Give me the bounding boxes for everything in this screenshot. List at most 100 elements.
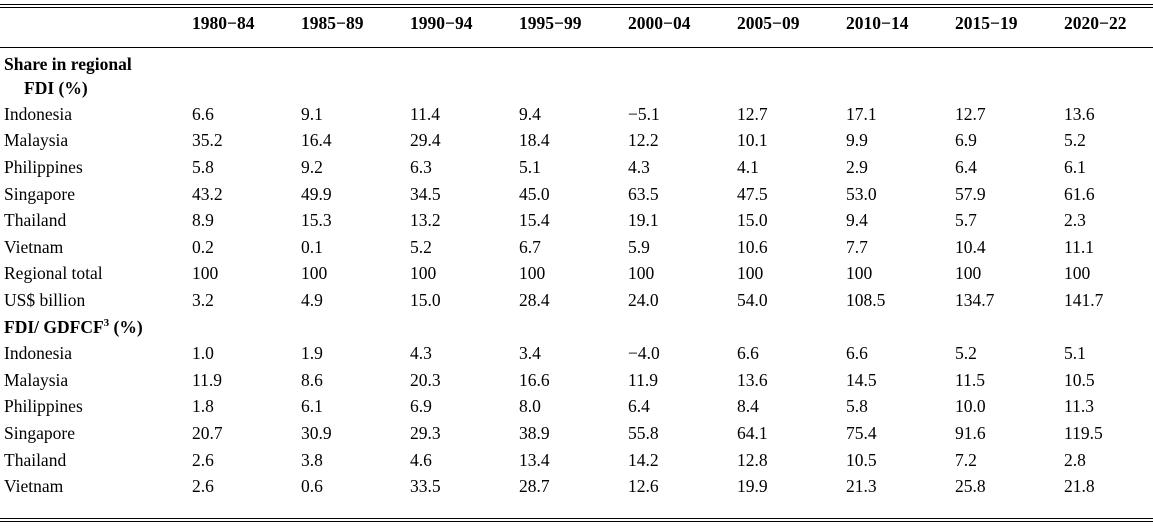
table-row: Indonesia 1.0 1.9 4.3 3.4 −4.0 6.6 6.6 5.2 5.1 bbox=[0, 340, 1153, 367]
cell-value: 11.9 bbox=[192, 369, 222, 390]
cell-value: 5.9 bbox=[628, 236, 650, 257]
cell-value: 4.3 bbox=[628, 156, 650, 177]
cell-value: 7.2 bbox=[955, 449, 977, 470]
cell-value: 12.8 bbox=[737, 449, 768, 470]
cell-value: 0.2 bbox=[192, 236, 214, 257]
cell-value: 5.7 bbox=[955, 210, 977, 231]
cell-value: 2.6 bbox=[192, 476, 214, 497]
cell-value: 24.0 bbox=[628, 289, 659, 310]
cell-value: 5.8 bbox=[192, 156, 214, 177]
cell-value: 53.0 bbox=[846, 183, 877, 204]
cell-value: 6.1 bbox=[301, 396, 323, 417]
section-title-line-1: Share in regional bbox=[4, 54, 132, 74]
cell-value: 100 bbox=[301, 263, 328, 284]
cell-value: 14.5 bbox=[846, 369, 877, 390]
stub-header bbox=[0, 0, 192, 47]
cell-value: 63.5 bbox=[628, 183, 659, 204]
cell-value: 2.6 bbox=[192, 449, 214, 470]
row-label: Singapore bbox=[4, 422, 75, 443]
cell-value: 100 bbox=[846, 263, 873, 284]
row-label: Philippines bbox=[4, 396, 83, 417]
row-label: Vietnam bbox=[4, 236, 64, 257]
cell-value: 12.6 bbox=[628, 476, 659, 497]
table-row: Philippines 1.8 6.1 6.9 8.0 6.4 8.4 5.8 10.0 11.3 bbox=[0, 394, 1153, 421]
column-header: 1990−94 bbox=[410, 13, 473, 33]
cell-value: 100 bbox=[737, 263, 764, 284]
cell-value: 16.4 bbox=[301, 130, 332, 151]
cell-value: 12.7 bbox=[737, 103, 768, 124]
cell-value: 11.5 bbox=[955, 369, 985, 390]
cell-value: 29.3 bbox=[410, 422, 441, 443]
cell-value: 12.7 bbox=[955, 103, 986, 124]
cell-value: 6.9 bbox=[955, 130, 977, 151]
section-title-unit: (%) bbox=[109, 316, 143, 337]
top-rule-1 bbox=[0, 4, 1153, 5]
bottom-rule-1 bbox=[0, 518, 1153, 519]
row-label: Vietnam bbox=[4, 476, 64, 497]
row-label: Singapore bbox=[4, 183, 75, 204]
cell-value: 1.0 bbox=[192, 343, 214, 364]
cell-value: 13.6 bbox=[1064, 103, 1095, 124]
cell-value: 100 bbox=[410, 263, 437, 284]
cell-value: 5.2 bbox=[1064, 130, 1086, 151]
cell-value: 1.9 bbox=[301, 343, 323, 364]
section-title-line-2: FDI (%) bbox=[24, 77, 88, 98]
header-row: 1980−84 1985−89 1990−94 1995−99 2000−04 … bbox=[0, 0, 1153, 47]
cell-value: 100 bbox=[1064, 263, 1091, 284]
cell-value: 8.9 bbox=[192, 210, 214, 231]
cell-value: 10.6 bbox=[737, 236, 768, 257]
top-rule-2 bbox=[0, 7, 1153, 8]
cell-value: 141.7 bbox=[1064, 289, 1104, 310]
cell-value: 15.0 bbox=[737, 210, 768, 231]
table-row: Thailand 2.6 3.8 4.6 13.4 14.2 12.8 10.5 7.2 2.8 bbox=[0, 447, 1153, 474]
cell-value: 6.6 bbox=[192, 103, 214, 124]
cell-value: 4.6 bbox=[410, 449, 432, 470]
cell-value: 6.1 bbox=[1064, 156, 1086, 177]
cell-value: 6.6 bbox=[846, 343, 868, 364]
cell-value: 13.4 bbox=[519, 449, 550, 470]
cell-value: 2.9 bbox=[846, 156, 868, 177]
cell-value: 4.1 bbox=[737, 156, 759, 177]
cell-value: 13.6 bbox=[737, 369, 768, 390]
cell-value: 5.1 bbox=[519, 156, 541, 177]
row-label: Thailand bbox=[4, 449, 67, 470]
cell-value: 34.5 bbox=[410, 183, 441, 204]
column-header: 1980−84 bbox=[192, 13, 255, 33]
cell-value: 5.2 bbox=[955, 343, 977, 364]
cell-value: 20.3 bbox=[410, 369, 441, 390]
row-label: Thailand bbox=[4, 210, 67, 231]
row-label: Malaysia bbox=[4, 130, 69, 151]
cell-value: 9.4 bbox=[519, 103, 541, 124]
cell-value: 47.5 bbox=[737, 183, 768, 204]
cell-value: 10.4 bbox=[955, 236, 986, 257]
cell-value: 57.9 bbox=[955, 183, 986, 204]
section-title-row: FDI (%) bbox=[0, 75, 1153, 101]
cell-value: 9.9 bbox=[846, 130, 868, 151]
cell-value: 100 bbox=[955, 263, 982, 284]
cell-value: 4.9 bbox=[301, 289, 323, 310]
row-label: Malaysia bbox=[4, 369, 69, 390]
cell-value: 10.5 bbox=[846, 449, 877, 470]
cell-value: 55.8 bbox=[628, 422, 659, 443]
cell-value: 5.8 bbox=[846, 396, 868, 417]
cell-value: 100 bbox=[192, 263, 219, 284]
cell-value: 49.9 bbox=[301, 183, 332, 204]
section-title: FDI/ GDFCF3 (%) bbox=[0, 314, 1153, 341]
cell-value: 0.6 bbox=[301, 476, 323, 497]
row-label: Indonesia bbox=[4, 103, 73, 124]
cell-value: 43.2 bbox=[192, 183, 223, 204]
row-label: Philippines bbox=[4, 156, 83, 177]
cell-value: 7.7 bbox=[846, 236, 868, 257]
cell-value: 25.8 bbox=[955, 476, 986, 497]
cell-value: 91.6 bbox=[955, 422, 986, 443]
column-header: 2020−22 bbox=[1064, 13, 1127, 33]
cell-value: 28.4 bbox=[519, 289, 550, 310]
cell-value: 134.7 bbox=[955, 289, 995, 310]
cell-value: 10.1 bbox=[737, 130, 768, 151]
table-row: Singapore 20.7 30.9 29.3 38.9 55.8 64.1 75.4 91.… bbox=[0, 420, 1153, 447]
cell-value: 38.9 bbox=[519, 422, 550, 443]
cell-value: 14.2 bbox=[628, 449, 659, 470]
table-row: Malaysia 35.2 16.4 29.4 18.4 12.2 10.1 9.9 6.9 5.… bbox=[0, 128, 1153, 155]
column-header: 1985−89 bbox=[301, 13, 364, 33]
cell-value: 9.1 bbox=[301, 103, 323, 124]
